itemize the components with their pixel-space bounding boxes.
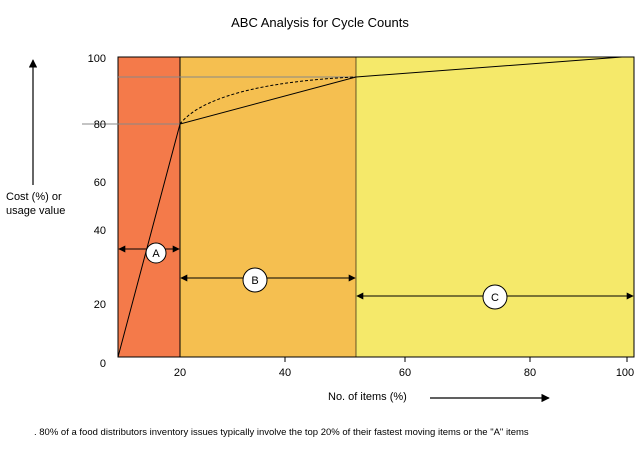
- zone-b-area: [180, 57, 356, 357]
- cumulative-curve: [117, 56, 623, 358]
- x-tick-label: 60: [399, 367, 411, 379]
- zone-b-label-circle: [242, 267, 268, 293]
- y-tick-label: 80: [94, 119, 106, 131]
- x-tick-label: 100: [616, 367, 634, 379]
- y-axis-label: Cost (%) or usage value: [6, 191, 66, 217]
- y-tick-label: 0: [100, 358, 106, 370]
- x-tick-label: 80: [524, 367, 536, 379]
- zone-c-area: [356, 57, 634, 357]
- chart-caption: . 80% of a food distributors inventory i…: [34, 427, 529, 438]
- x-axis-label: No. of items (%): [328, 391, 407, 403]
- smooth-cumulative-curve: [179, 76, 357, 125]
- y-tick-label: 40: [94, 225, 106, 237]
- x-tick-label: 20: [174, 367, 186, 379]
- y-tick-label: 60: [94, 177, 106, 189]
- y-tick-label: 100: [88, 53, 106, 65]
- plot-frame: [117, 56, 635, 358]
- zone-a-label: A: [152, 248, 160, 260]
- zone-a-area: [118, 57, 180, 357]
- y-tick-label: 20: [94, 299, 106, 311]
- x-tick-label: 40: [279, 367, 291, 379]
- zone-b-label: B: [251, 275, 258, 287]
- zone-c-label-circle: [482, 284, 508, 310]
- zone-c-label: C: [491, 292, 499, 304]
- chart-title: ABC Analysis for Cycle Counts: [231, 15, 409, 30]
- zone-a-label-circle: [145, 242, 167, 264]
